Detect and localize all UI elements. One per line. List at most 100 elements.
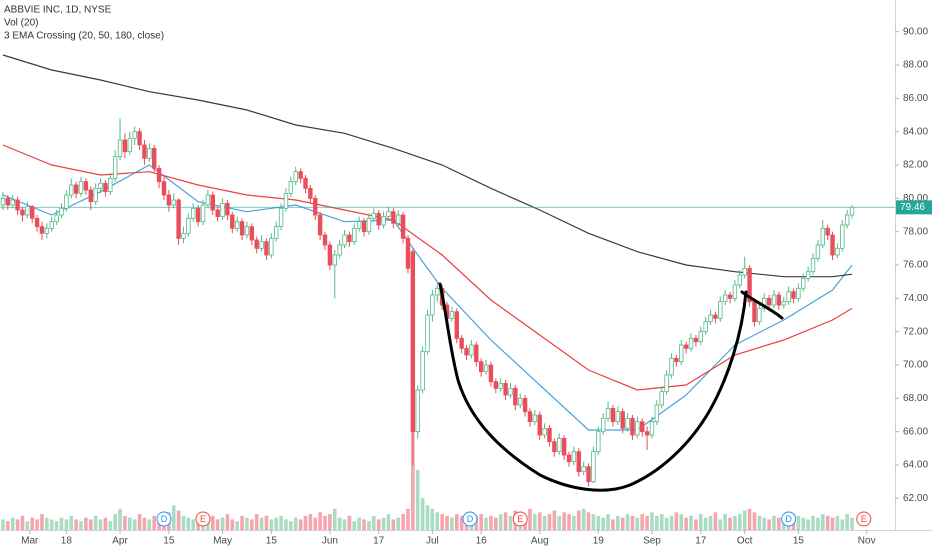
x-tick-label: 15 [793, 536, 805, 547]
x-tick-label: 17 [695, 536, 707, 547]
candle-body [361, 221, 367, 233]
volume-bar [806, 519, 810, 530]
volume-bar [54, 521, 59, 530]
candle-body [557, 437, 562, 453]
volume-bar [640, 514, 645, 530]
candle-body [781, 301, 786, 306]
candle-body [132, 131, 137, 139]
y-tick-label: 90.00 [903, 26, 928, 37]
volume-bar [650, 512, 654, 530]
volume-bar [596, 515, 601, 530]
volume-bar [386, 514, 391, 530]
volume-bar [440, 514, 444, 530]
volume-bar [147, 519, 152, 530]
volume-bar [298, 519, 303, 530]
candle-body [586, 466, 591, 483]
candle-body [742, 267, 747, 276]
x-tick-label: 15 [163, 536, 175, 547]
volume-bar [533, 514, 537, 530]
candle-body [840, 224, 845, 249]
candle-body [342, 234, 347, 246]
candle-body [44, 227, 50, 234]
volume-bar [562, 512, 566, 530]
volume-bar [435, 512, 440, 530]
candle-body [34, 217, 40, 228]
candle-body [313, 197, 318, 216]
candle-body [195, 207, 201, 223]
volume-bar [210, 515, 215, 530]
y-tick-label: 82.00 [903, 160, 928, 171]
volume-bar [347, 515, 352, 530]
event-marker [462, 511, 478, 527]
candle-body [98, 182, 103, 189]
volume-bar [362, 519, 366, 530]
volume-bar [679, 514, 684, 530]
event-marker [512, 511, 528, 527]
candle-body [39, 226, 45, 234]
candle-body [518, 397, 523, 406]
volume-bar [279, 515, 283, 530]
volume-bar [293, 517, 298, 530]
volume-bar [757, 515, 762, 530]
volume-bar [323, 515, 327, 530]
volume-bar [415, 469, 420, 530]
candle-body [605, 407, 611, 419]
candle-body [156, 167, 162, 183]
y-tick-label: 74.00 [903, 293, 928, 304]
volume-bar [801, 517, 806, 530]
candle-body [147, 147, 152, 159]
ema-line [2, 54, 853, 278]
volume-bar [332, 508, 337, 530]
volume-bar [674, 512, 679, 530]
candle-body [430, 294, 435, 316]
candle-body [69, 184, 74, 196]
volume-bar [6, 521, 10, 530]
volume-bar [601, 517, 605, 530]
volume-bar [396, 517, 401, 530]
candle-body [805, 271, 811, 279]
volume-bar [235, 521, 239, 530]
y-tick-label: 78.00 [903, 226, 928, 237]
y-tick-label: 68.00 [903, 393, 928, 404]
volume-bar [586, 512, 591, 530]
volume-bar [137, 514, 142, 530]
volume-bar [767, 519, 771, 530]
volume-bar [10, 517, 15, 530]
volume-bar [142, 517, 147, 530]
candle-body [591, 451, 596, 483]
volume-bar [542, 515, 547, 530]
volume-bar [88, 519, 93, 530]
volume-bar [259, 517, 264, 530]
candle-body [347, 234, 352, 243]
handle-curve [740, 290, 784, 320]
volume-bar [45, 517, 49, 530]
candle-body [698, 331, 703, 343]
x-tick-label: Apr [112, 536, 128, 547]
volume-bar [659, 514, 664, 530]
volume-bar [816, 517, 820, 530]
volume-bar [250, 519, 254, 530]
volume-bar [35, 519, 39, 530]
volume-bar [118, 508, 122, 530]
candle-body [435, 287, 440, 296]
event-marker [195, 511, 211, 527]
candle-body [640, 421, 645, 433]
volume-bar [59, 517, 64, 530]
x-tick-label: Jun [322, 536, 338, 547]
candle-body [488, 364, 494, 383]
candle-body [274, 226, 279, 239]
volume-bar [777, 517, 781, 530]
candle-body [293, 171, 298, 183]
volume-bar [772, 515, 776, 530]
volume-bar [547, 514, 552, 530]
volume-bar [572, 515, 576, 530]
candle-body [5, 197, 11, 206]
volume-bar [25, 521, 30, 530]
candle-body [508, 387, 513, 396]
candle-body [449, 311, 455, 319]
ema-line [2, 144, 853, 391]
candle-body [493, 381, 499, 389]
volume-bar [645, 515, 649, 530]
candle-body [474, 344, 479, 363]
volume-bar [123, 515, 127, 530]
